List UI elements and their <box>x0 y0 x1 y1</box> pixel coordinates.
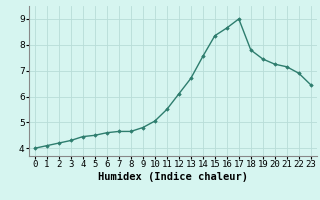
X-axis label: Humidex (Indice chaleur): Humidex (Indice chaleur) <box>98 172 248 182</box>
